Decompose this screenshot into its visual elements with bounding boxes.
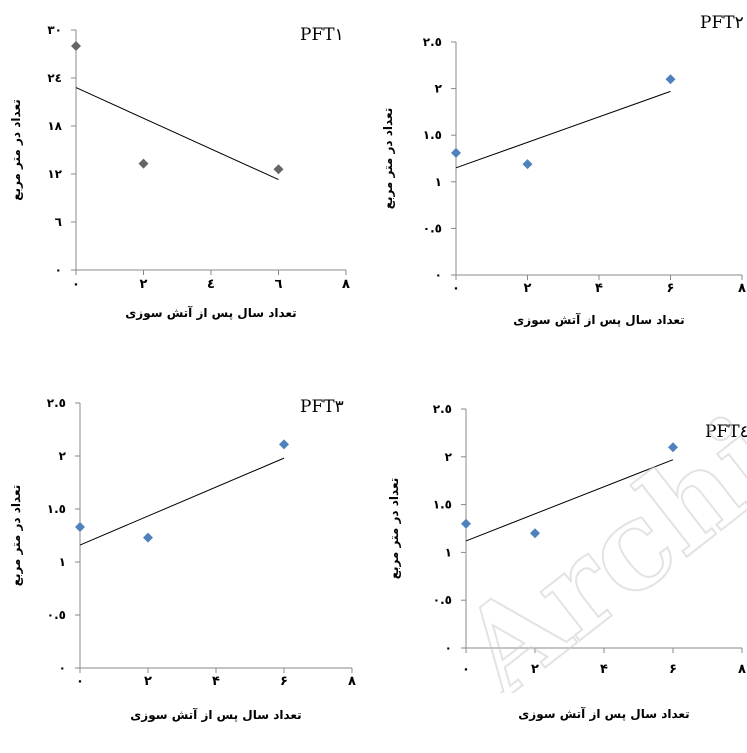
chart-title: PFT٤ bbox=[705, 422, 747, 442]
x-tick-label: ٠ bbox=[462, 662, 470, 677]
y-tick-label: ٢.٥ bbox=[433, 402, 452, 416]
trendline bbox=[455, 90, 671, 169]
trendline bbox=[465, 459, 674, 542]
data-point bbox=[665, 74, 676, 85]
x-tick-label: ٢ bbox=[531, 662, 539, 677]
trendline bbox=[75, 87, 279, 181]
x-tick-label: ٨ bbox=[738, 281, 746, 296]
x-tick-label: ٤ bbox=[207, 277, 215, 292]
data-point bbox=[279, 439, 289, 450]
x-tick-label: ۶ bbox=[669, 662, 677, 677]
y-tick-label: ٢٤ bbox=[47, 71, 62, 85]
y-tick-label: ٠.٥ bbox=[47, 608, 66, 622]
x-tick-label: ٨ bbox=[738, 662, 746, 677]
y-tick-label: ١ bbox=[59, 555, 66, 569]
x-tick-label: ۴ bbox=[595, 281, 603, 296]
y-tick-label: ٠ bbox=[445, 641, 452, 655]
chart-pft2: ٠ ٠.٥ ١ ١.٥ ٢ ٢.٥ ٠ ٢ ۴ ۶ ٨ PFT٢ تعداد سال پس از آتش… bbox=[381, 13, 746, 328]
data-point bbox=[138, 158, 149, 169]
x-axis-label: تعداد سال پس از آتش سوزی bbox=[125, 305, 296, 321]
data-point bbox=[143, 532, 153, 543]
y-tick-label: ١.٥ bbox=[423, 128, 442, 142]
data-point bbox=[461, 518, 471, 529]
chart-pft4: ٠ ٠.٥ ١ ١.٥ ٢ ٢.٥ ٠ ٢ ۴ ۶ ٨ PFT٤ تعداد سال پس از آتش… bbox=[387, 402, 747, 722]
y-tick-label: ٠ bbox=[435, 268, 442, 282]
y-tick-label: ١.٥ bbox=[433, 498, 452, 512]
x-tick-label: ۴ bbox=[212, 674, 220, 689]
y-tick-label: ٢ bbox=[435, 82, 443, 96]
trendline bbox=[79, 457, 285, 546]
chart-title: PFT١ bbox=[300, 25, 344, 45]
y-tick-label: ٠ bbox=[59, 661, 66, 675]
y-tick-label: ١.٥ bbox=[47, 502, 66, 516]
y-tick-label: ٠ bbox=[55, 263, 62, 277]
y-tick-label: ٣٠ bbox=[47, 23, 62, 37]
y-tick-label: ٢.٥ bbox=[423, 35, 442, 49]
y-tick-label: ١٨ bbox=[47, 119, 62, 133]
y-tick-label: ٦ bbox=[55, 215, 62, 229]
x-tick-label: ٢ bbox=[524, 281, 532, 296]
x-tick-label: ۶ bbox=[280, 674, 288, 689]
x-axis-label: تعداد سال پس از آتش سوزی bbox=[513, 312, 684, 328]
data-point bbox=[522, 159, 533, 170]
x-tick-label: ٢ bbox=[140, 277, 148, 292]
y-axis-label: تعداد در متر مربع bbox=[9, 485, 23, 586]
y-tick-label: ٢ bbox=[445, 450, 453, 464]
data-point bbox=[75, 522, 85, 533]
y-tick-label: ٠.٥ bbox=[433, 593, 452, 607]
data-point bbox=[71, 41, 81, 51]
y-tick-label: ٢ bbox=[59, 449, 67, 463]
x-tick-label: ٠ bbox=[76, 674, 84, 689]
y-tick-label: ٠.٥ bbox=[423, 221, 442, 235]
y-tick-label: ١٢ bbox=[47, 167, 62, 181]
x-tick-label: ۴ bbox=[600, 662, 608, 677]
y-tick-label: ١ bbox=[435, 175, 442, 189]
x-tick-label: ٨ bbox=[342, 277, 350, 292]
x-axis-label: تعداد سال پس از آتش سوزی bbox=[130, 707, 301, 723]
x-tick-label: ٦ bbox=[275, 277, 283, 292]
data-point bbox=[530, 528, 540, 539]
chart-title: PFT٣ bbox=[300, 397, 344, 417]
data-point bbox=[451, 147, 461, 158]
chart-pft3: ٠ ٠.٥ ١ ١.٥ ٢ ٢.٥ ٠ ٢ ۴ ۶ ٨ PFT٣ تعداد سال پس از آتش… bbox=[9, 396, 356, 723]
x-tick-label: ٠ bbox=[72, 277, 80, 292]
x-tick-label: ٨ bbox=[348, 674, 356, 689]
y-axis-label: تعداد در متر مربع bbox=[9, 99, 23, 200]
x-axis-label: تعداد سال پس از آتش سوزی bbox=[518, 706, 689, 722]
data-point bbox=[273, 164, 284, 175]
x-tick-label: ۶ bbox=[667, 281, 675, 296]
y-axis-label: تعداد در متر مربع bbox=[381, 108, 395, 209]
y-tick-label: ٢.٥ bbox=[47, 396, 66, 410]
y-tick-label: ١ bbox=[445, 545, 452, 559]
x-tick-label: ٢ bbox=[144, 674, 152, 689]
chart-title: PFT٢ bbox=[700, 13, 744, 33]
y-axis-label: تعداد در متر مربع bbox=[387, 478, 401, 579]
data-point bbox=[668, 442, 678, 453]
x-tick-label: ٠ bbox=[452, 281, 460, 296]
